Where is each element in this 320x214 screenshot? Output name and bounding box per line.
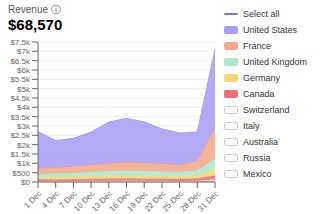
svg-text:$6.5k: $6.5k [10,57,31,66]
svg-text:$0: $0 [21,178,30,187]
html-text:Revenue ⓘ: Revenue ⓘ [8,4,61,15]
svg-text:$5.5k: $5.5k [10,75,31,84]
svg-text:$7.5k: $7.5k [10,38,31,47]
html-text:Germany: Germany [243,73,280,83]
html-text:$68,570: $68,570 [8,16,63,33]
svg-text:31 Dec: 31 Dec [196,189,220,212]
html-text:United States: United States [243,25,297,35]
svg-text:$5k: $5k [17,85,31,94]
svg-text:$2.5k: $2.5k [10,131,31,140]
html-text:Australia: Australia [243,137,278,147]
svg-text:4 Dec: 4 Dec [40,189,61,210]
svg-text:$6k: $6k [17,66,31,75]
html-text:Select all: Select all [243,9,280,19]
html-text:Russia: Russia [243,153,271,163]
html-text:Mexico: Mexico [243,169,272,179]
svg-text:$500: $500 [12,169,30,178]
svg-text:7 Dec: 7 Dec [57,189,79,211]
svg-text:$3k: $3k [17,122,31,131]
html-text:United Kingdom: United Kingdom [243,57,307,67]
svg-text:$3.5k: $3.5k [10,113,31,122]
svg-text:$4k: $4k [17,103,31,112]
svg-text:$1.5k: $1.5k [10,150,31,159]
html-text:Canada: Canada [243,89,275,99]
svg-text:1 Dec: 1 Dec [22,189,43,210]
svg-text:$4.5k: $4.5k [10,94,31,103]
svg-text:$1k: $1k [17,159,31,168]
html-text:Italy: Italy [243,121,260,131]
html-text:Switzerland: Switzerland [243,105,290,115]
html-text:France: France [243,41,271,51]
svg-text:$2k: $2k [17,141,31,150]
svg-text:$7k: $7k [17,47,31,56]
